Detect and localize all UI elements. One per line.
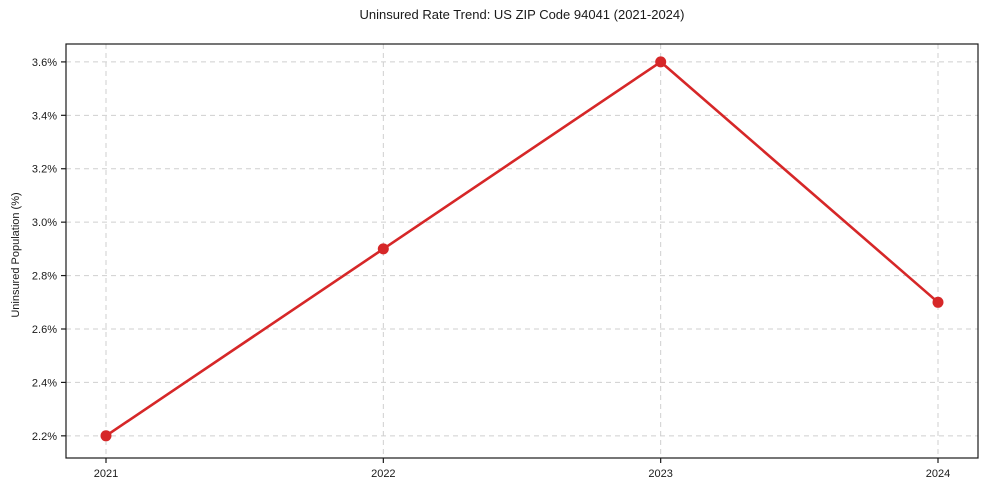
y-tick-label: 3.0% — [32, 217, 57, 229]
y-tick-label: 3.2% — [32, 164, 57, 176]
y-tick-label: 2.8% — [32, 271, 57, 283]
chart-title: Uninsured Rate Trend: US ZIP Code 94041 … — [359, 7, 685, 22]
x-tick-label: 2024 — [926, 468, 950, 480]
data-point-marker — [655, 56, 667, 68]
data-point-marker — [100, 430, 112, 442]
y-axis-label-text: Uninsured Population (%) — [10, 192, 22, 318]
y-tick-label: 3.4% — [32, 110, 57, 122]
y-tick-label: 3.6% — [32, 57, 57, 69]
y-tick-label: 2.4% — [32, 377, 57, 389]
y-tick-label: 2.6% — [32, 324, 57, 336]
data-point-marker — [377, 243, 389, 255]
trend-line — [104, 60, 940, 438]
x-tick-label: 2022 — [371, 468, 395, 480]
data-point-marker — [932, 296, 944, 308]
x-tick-label: 2023 — [648, 468, 672, 480]
y-tick-label: 2.2% — [32, 431, 57, 443]
x-tick-label: 2021 — [94, 468, 118, 480]
plot-border — [65, 43, 979, 459]
